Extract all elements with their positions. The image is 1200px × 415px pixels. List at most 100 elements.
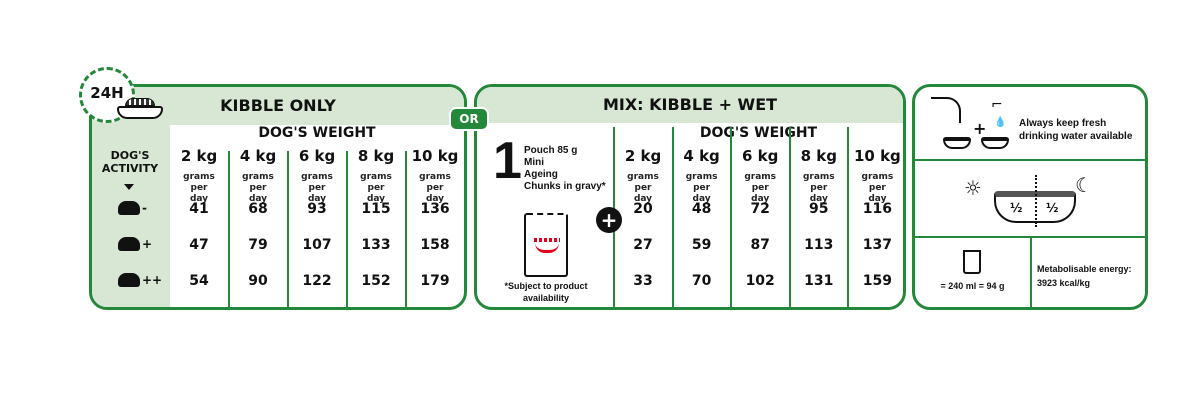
unit-label: grams per day bbox=[861, 172, 894, 204]
water-bowl-icon bbox=[981, 137, 1009, 149]
weight-header: DOG'S WEIGHT bbox=[258, 125, 376, 141]
plus-sign-icon: + bbox=[973, 119, 987, 138]
or-badge: OR bbox=[449, 107, 489, 131]
cup-equivalence: = 240 ml = 94 g bbox=[940, 281, 1005, 291]
grams-value: 20 bbox=[633, 201, 653, 217]
grams-value: 87 bbox=[750, 237, 770, 253]
grams-value: 136 bbox=[420, 201, 450, 217]
pouch-count: 1 bbox=[493, 132, 522, 190]
mix-panel: MIX: KIBBLE + WET DOG'S WEIGHT 1 Pouch 8… bbox=[474, 84, 906, 310]
grams-value: 158 bbox=[420, 237, 450, 253]
grams-value: 70 bbox=[691, 273, 712, 289]
unit-label: grams per day bbox=[242, 172, 274, 204]
grams-value: 113 bbox=[804, 237, 834, 253]
split-bowl-icon: ½ ½ bbox=[994, 175, 1076, 227]
pouch-description: Pouch 85 g Mini Ageing Chunks in gravy* bbox=[524, 145, 610, 193]
unit-label: grams per day bbox=[627, 172, 659, 204]
grams-value: 41 bbox=[189, 201, 209, 217]
grams-value: 93 bbox=[307, 201, 327, 217]
weight-column-header: 2 kg bbox=[624, 147, 662, 165]
info-panel: + ⌐ 💧 Always keep fresh drinking water a… bbox=[912, 84, 1148, 310]
grams-value: 95 bbox=[809, 201, 829, 217]
energy-value: 3923 kcal/kg bbox=[1037, 278, 1091, 288]
grams-value: 102 bbox=[745, 273, 775, 289]
column-divider bbox=[287, 151, 289, 307]
energy-label: Metabolisable energy: bbox=[1037, 264, 1132, 274]
pouch-line: Pouch 85 g bbox=[524, 145, 578, 156]
grams-value: 107 bbox=[302, 237, 332, 253]
grams-value: 179 bbox=[420, 273, 450, 289]
dog-drinking-icon bbox=[931, 97, 961, 123]
pouch-icon bbox=[524, 213, 568, 277]
grams-value: 27 bbox=[633, 237, 653, 253]
grams-value: 115 bbox=[361, 201, 391, 217]
column-divider bbox=[346, 151, 348, 307]
column-divider bbox=[730, 127, 733, 307]
activity-label: DOG'S ACTIVITY bbox=[101, 149, 159, 175]
unit-label: grams per day bbox=[183, 172, 215, 204]
dog-standing-icon bbox=[118, 237, 140, 251]
grams-value: 54 bbox=[189, 273, 209, 289]
unit-label: grams per day bbox=[419, 172, 451, 204]
grams-value: 122 bbox=[302, 273, 332, 289]
mix-header: MIX: KIBBLE + WET bbox=[477, 87, 903, 123]
pouch-line: Ageing bbox=[524, 169, 558, 180]
grams-value: 90 bbox=[248, 273, 268, 289]
grams-value: 137 bbox=[862, 237, 892, 253]
column-divider bbox=[847, 127, 850, 307]
availability-note: *Subject to product availability bbox=[504, 281, 588, 303]
down-triangle-icon bbox=[124, 184, 134, 190]
weight-column-header: 2 kg bbox=[180, 147, 218, 165]
water-text: Always keep fresh drinking water availab… bbox=[1019, 118, 1133, 142]
kibble-only-title: KIBBLE ONLY bbox=[220, 96, 336, 115]
weight-column-header: 10 kg bbox=[853, 147, 901, 165]
bowl-icon bbox=[943, 137, 971, 149]
grams-value: 152 bbox=[361, 273, 391, 289]
column-divider bbox=[788, 127, 791, 307]
half-left: ½ bbox=[1010, 201, 1023, 215]
mix-weight-header: DOG'S WEIGHT bbox=[699, 125, 818, 141]
grams-value: 33 bbox=[633, 273, 653, 289]
water-tap-icon: ⌐ bbox=[991, 97, 1003, 113]
half-right: ½ bbox=[1046, 201, 1059, 215]
pouch-line: Chunks in gravy* bbox=[524, 181, 606, 192]
activity-level: - bbox=[142, 201, 147, 215]
unit-label: grams per day bbox=[744, 172, 777, 204]
grams-value: 116 bbox=[862, 201, 892, 217]
food-bowl-icon bbox=[115, 98, 165, 120]
weight-column-header: 6 kg bbox=[298, 147, 336, 165]
column-divider bbox=[228, 151, 230, 307]
pouch-line: Mini bbox=[524, 157, 544, 168]
grams-value: 48 bbox=[691, 201, 712, 217]
grams-value: 47 bbox=[189, 237, 209, 253]
mix-title: MIX: KIBBLE + WET bbox=[602, 95, 778, 114]
24h-clock-icon: 24H bbox=[79, 67, 135, 123]
grams-value: 79 bbox=[248, 237, 268, 253]
unit-label: grams per day bbox=[802, 172, 835, 204]
activity-level: ++ bbox=[142, 273, 163, 287]
moon-icon: ☾ bbox=[1075, 173, 1093, 197]
weight-column-header: 6 kg bbox=[742, 147, 779, 165]
grams-value: 133 bbox=[361, 237, 391, 253]
weight-column-header: 4 kg bbox=[683, 147, 720, 165]
or-label: OR bbox=[459, 112, 479, 126]
grams-value: 68 bbox=[248, 201, 268, 217]
column-divider bbox=[671, 127, 674, 307]
activity-level: + bbox=[142, 237, 153, 251]
grams-value: 131 bbox=[804, 273, 834, 289]
column-divider bbox=[405, 151, 407, 307]
unit-label: grams per day bbox=[301, 172, 333, 204]
unit-label: grams per day bbox=[360, 172, 392, 204]
royal-canin-crown-icon bbox=[535, 243, 559, 253]
grams-value: 72 bbox=[750, 201, 770, 217]
plus-icon: + bbox=[596, 207, 622, 233]
sun-icon: ☼ bbox=[964, 176, 982, 200]
weight-column-header: 8 kg bbox=[800, 147, 837, 165]
measuring-cup-icon bbox=[963, 250, 981, 274]
water-drop-icon: 💧 bbox=[994, 117, 1007, 128]
dog-resting-icon bbox=[118, 201, 140, 215]
dog-running-icon bbox=[118, 273, 140, 287]
weight-column-header: 4 kg bbox=[239, 147, 277, 165]
weight-column-header: 10 kg bbox=[411, 147, 459, 165]
grams-value: 159 bbox=[862, 273, 892, 289]
